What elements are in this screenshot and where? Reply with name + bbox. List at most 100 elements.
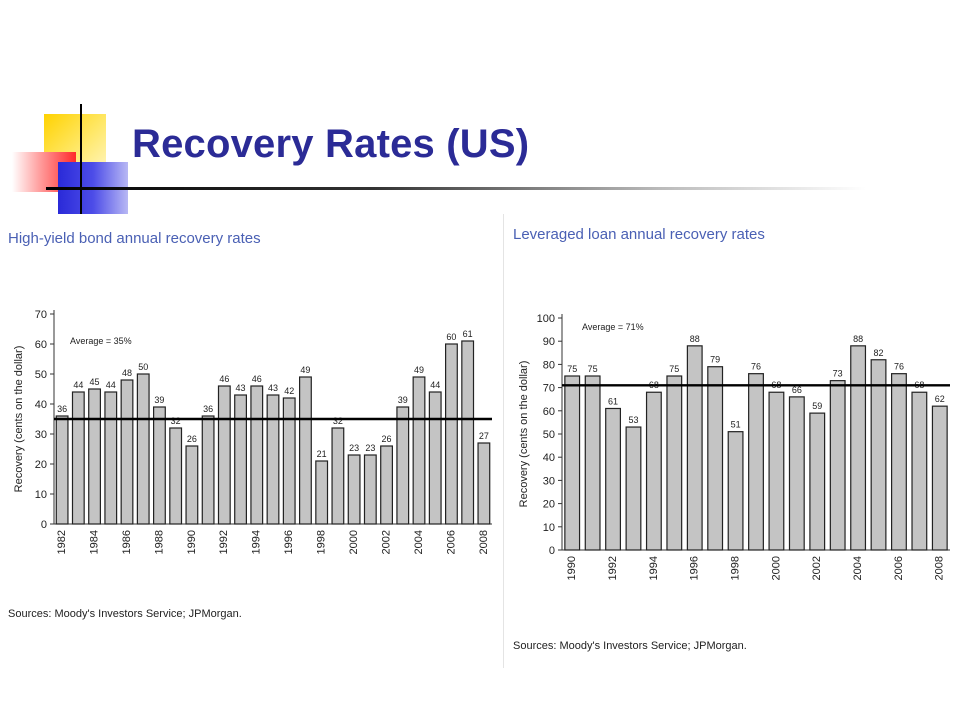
bar-2007 [911, 391, 928, 551]
y-tick-label: 10 [543, 522, 555, 534]
value-label-2002: 26 [382, 434, 392, 444]
chart-title: Leveraged loan annual recovery rates [513, 226, 765, 243]
value-label-1996: 42 [284, 386, 294, 396]
chart-source: Sources: Moody's Investors Service; JPMo… [8, 608, 242, 620]
y-tick-label: 50 [35, 369, 47, 381]
value-label-1999: 32 [333, 416, 343, 426]
y-tick-label: 60 [543, 406, 555, 418]
value-label-1993: 43 [236, 383, 246, 393]
y-axis-title: Recovery (cents on the dollar) [518, 361, 530, 508]
bar-2005 [428, 391, 442, 525]
x-tick-label: 1986 [121, 530, 133, 554]
x-tick-label: 1992 [607, 556, 619, 580]
bar-2008 [931, 405, 948, 551]
bar-1994 [250, 385, 264, 525]
value-label-1997: 79 [710, 355, 720, 365]
average-label: Average = 71% [582, 322, 644, 332]
value-label-1982: 36 [57, 404, 67, 414]
value-label-2000: 23 [349, 443, 359, 453]
bar-1999 [748, 373, 764, 551]
value-label-1994: 46 [252, 374, 262, 384]
value-label-1998: 51 [731, 420, 741, 430]
value-label-2005: 82 [874, 348, 884, 358]
value-label-1992: 61 [608, 396, 618, 406]
y-tick-label: 20 [543, 499, 555, 511]
value-label-1997: 49 [300, 365, 310, 375]
value-label-2007: 61 [463, 329, 473, 339]
value-label-1987: 50 [138, 362, 148, 372]
value-label-2003: 39 [398, 395, 408, 405]
bar-1998 [727, 431, 744, 551]
y-tick-label: 0 [549, 545, 555, 557]
bar-1999 [331, 427, 345, 525]
bar-1982 [55, 415, 69, 525]
y-tick-label: 70 [543, 383, 555, 395]
bar-1986 [120, 379, 134, 525]
value-label-2001: 23 [365, 443, 375, 453]
value-label-1988: 39 [154, 395, 164, 405]
value-label-1990: 26 [187, 434, 197, 444]
x-tick-label: 2004 [413, 530, 425, 554]
bar-1995 [266, 394, 280, 525]
slide-title: Recovery Rates (US) [132, 122, 530, 166]
bar-1995 [666, 375, 683, 551]
bar-2005 [870, 359, 887, 551]
bar-1997 [707, 366, 724, 551]
value-label-1990: 75 [567, 364, 577, 374]
high-yield-bond-chart: 0 10 20 30 40 50 60 70 Recovery (cents on the do… [13, 309, 492, 554]
bar-1994 [645, 391, 662, 551]
bar-1991 [584, 375, 601, 551]
value-label-2004: 49 [414, 365, 424, 375]
y-tick-label: 30 [543, 475, 555, 487]
leveraged-loan-chart: 0 10 20 30 40 50 60 70 80 90 100 Recovery (cents on… [518, 313, 950, 580]
value-label-1996: 88 [690, 334, 700, 344]
bar-1988 [153, 406, 166, 525]
x-tick-label: 1990 [566, 556, 578, 580]
x-tick-label: 1994 [251, 530, 263, 554]
chart-title: High-yield bond annual recovery rates [8, 230, 261, 247]
bar-1996 [686, 345, 703, 551]
bar-1998 [315, 460, 329, 525]
value-label-2008: 62 [935, 394, 945, 404]
y-tick-label: 40 [35, 399, 47, 411]
bar-1992 [217, 385, 231, 525]
x-tick-label: 2000 [348, 530, 360, 554]
bar-2004 [412, 376, 426, 525]
x-tick-label: 2000 [770, 556, 782, 580]
bar-2003 [396, 406, 410, 525]
y-tick-label: 90 [543, 336, 555, 348]
value-label-2005: 44 [430, 380, 440, 390]
x-tick-label: 2008 [934, 556, 946, 580]
bar-1990 [185, 445, 199, 525]
bar-2006 [890, 373, 907, 551]
x-tick-label: 1982 [56, 530, 68, 554]
x-tick-label: 1984 [88, 530, 100, 554]
value-label-1991: 75 [588, 364, 598, 374]
title-underline [46, 187, 866, 190]
x-tick-label: 2002 [380, 530, 392, 554]
bar-2004 [850, 345, 867, 551]
x-tick-label: 1998 [316, 530, 328, 554]
bar-2001 [363, 454, 377, 525]
value-label-1995: 75 [669, 364, 679, 374]
y-tick-label: 10 [35, 489, 47, 501]
bar-2002 [809, 412, 826, 551]
bar-1993 [625, 426, 642, 551]
bar-2002 [380, 445, 393, 525]
value-label-1998: 21 [317, 449, 327, 459]
bar-1993 [234, 394, 247, 525]
bar-2000 [768, 391, 785, 551]
x-tick-label: 1992 [218, 530, 230, 554]
value-label-2002: 59 [812, 401, 822, 411]
value-label-2004: 88 [853, 334, 863, 344]
x-tick-label: 2006 [445, 530, 457, 554]
bar-1987 [136, 373, 150, 525]
decor-vertical-line [80, 104, 82, 216]
bar-2008 [477, 442, 491, 525]
bar-1996 [282, 397, 296, 525]
bar-1991 [201, 415, 215, 525]
value-label-1989: 32 [171, 416, 181, 426]
y-tick-label: 40 [543, 452, 555, 464]
x-tick-label: 1994 [648, 556, 660, 580]
bar-1984 [88, 388, 101, 525]
